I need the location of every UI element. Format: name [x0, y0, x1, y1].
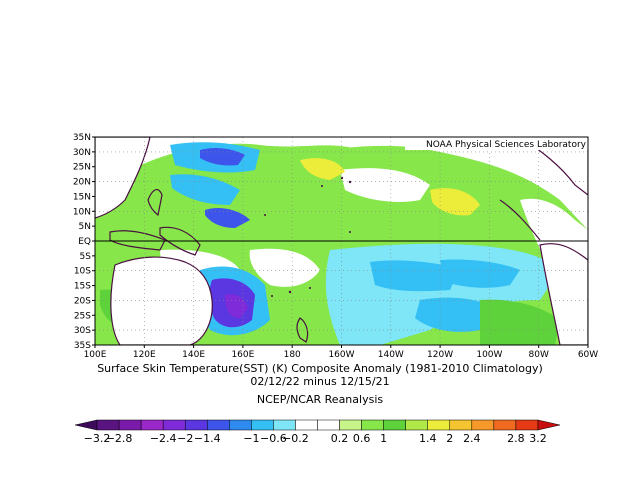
- lat-label: EQ: [78, 237, 91, 247]
- colorbar-swatch: [74, 419, 98, 431]
- latitude-axis: 35N 30N 25N 20N 15N 10N 5N EQ 5S 10S 15S 20S 25S 30S 3…: [73, 133, 95, 351]
- lat-label: 35S: [74, 341, 91, 351]
- colorbar-label: 2.4: [463, 432, 481, 445]
- colorbar-swatch: [493, 419, 517, 431]
- credit-text: NOAA Physical Sciences Laboratory: [426, 140, 587, 150]
- colorbar-label: 1.4: [419, 432, 437, 445]
- colorbar-swatch: [339, 419, 362, 431]
- map-date-range: 02/12/22 minus 12/15/21: [250, 375, 390, 388]
- lat-label: 25S: [74, 311, 91, 321]
- anomaly-field: NOAA Physical Sciences Laboratory: [95, 137, 588, 345]
- lon-label: 180: [284, 350, 301, 360]
- lon-label: 120W: [427, 350, 453, 360]
- colorbar-swatch: [471, 419, 495, 431]
- colorbar-swatch: [207, 419, 230, 431]
- lat-label: 15N: [73, 192, 91, 202]
- lat-label: 30N: [73, 148, 91, 158]
- colorbar-swatch: [405, 419, 428, 431]
- colorbar-swatch: [515, 419, 539, 431]
- colorbar-swatch: [118, 419, 142, 431]
- colorbar-swatch: [162, 419, 186, 431]
- colorbar-swatch: [273, 419, 296, 431]
- lon-label: 100W: [476, 350, 502, 360]
- lat-label: 5S: [80, 252, 92, 262]
- lat-label: 35N: [73, 133, 91, 143]
- colorbar-label: 0.2: [331, 432, 349, 445]
- lat-label: 5N: [79, 222, 91, 232]
- colorbar-swatch: [229, 419, 252, 431]
- longitude-axis: 100E 120E 140E 160E 180 160W 140W 120W 100W 80W 60…: [84, 345, 598, 360]
- colorbar-swatch: [383, 419, 406, 431]
- colorbar-label: −0.6: [260, 432, 287, 445]
- lon-label: 140W: [378, 350, 404, 360]
- lon-label: 100E: [84, 350, 107, 360]
- lon-label: 140E: [182, 350, 205, 360]
- colorbar-label: −3.2: [84, 432, 111, 445]
- lat-label: 10S: [74, 267, 91, 277]
- colorbar-swatch: [140, 419, 164, 431]
- lat-label: 25N: [73, 163, 91, 173]
- lon-label: 120E: [133, 350, 156, 360]
- colorbar-label: 0.6: [353, 432, 371, 445]
- colorbar-swatch: [251, 419, 274, 431]
- lon-label: 160W: [328, 350, 354, 360]
- colorbar-swatch: [361, 419, 384, 431]
- colorbar-swatch: [184, 419, 208, 431]
- colorbar-label: −1.4: [194, 432, 221, 445]
- colorbar-label: 1: [380, 432, 387, 445]
- colorbar-label: −2.4: [150, 432, 177, 445]
- colorbar-label: −0.2: [282, 432, 309, 445]
- colorbar: [74, 419, 561, 431]
- colorbar-swatch: [427, 419, 451, 431]
- lon-label: 60W: [578, 350, 598, 360]
- colorbar-swatch: [317, 419, 340, 431]
- lat-label: 10N: [73, 207, 91, 217]
- lat-label: 30S: [74, 326, 91, 336]
- colorbar-label: 2: [446, 432, 453, 445]
- colorbar-swatch: [537, 419, 561, 431]
- lat-label: 20S: [74, 296, 91, 306]
- lon-label: 160E: [231, 350, 254, 360]
- colorbar-label: 3.2: [529, 432, 547, 445]
- colorbar-label: −2.8: [106, 432, 133, 445]
- lat-label: 20N: [73, 178, 91, 188]
- map-source: NCEP/NCAR Reanalysis: [256, 393, 384, 406]
- colorbar-swatch: [96, 419, 120, 431]
- map-title: Surface Skin Temperature(SST) (K) Compos…: [97, 362, 543, 375]
- colorbar-label: 2.8: [507, 432, 525, 445]
- lat-label: 15S: [74, 282, 91, 292]
- colorbar-labels: −3.2−2.8 −2.4 −2 −1.4 −1 −0.6−0.2 0.2 0.6 1 1.4 2 2…: [84, 432, 547, 445]
- colorbar-label: −2: [177, 432, 193, 445]
- colorbar-swatch: [295, 419, 318, 431]
- colorbar-label: −1: [243, 432, 259, 445]
- lon-label: 80W: [529, 350, 549, 360]
- colorbar-swatch: [449, 419, 473, 431]
